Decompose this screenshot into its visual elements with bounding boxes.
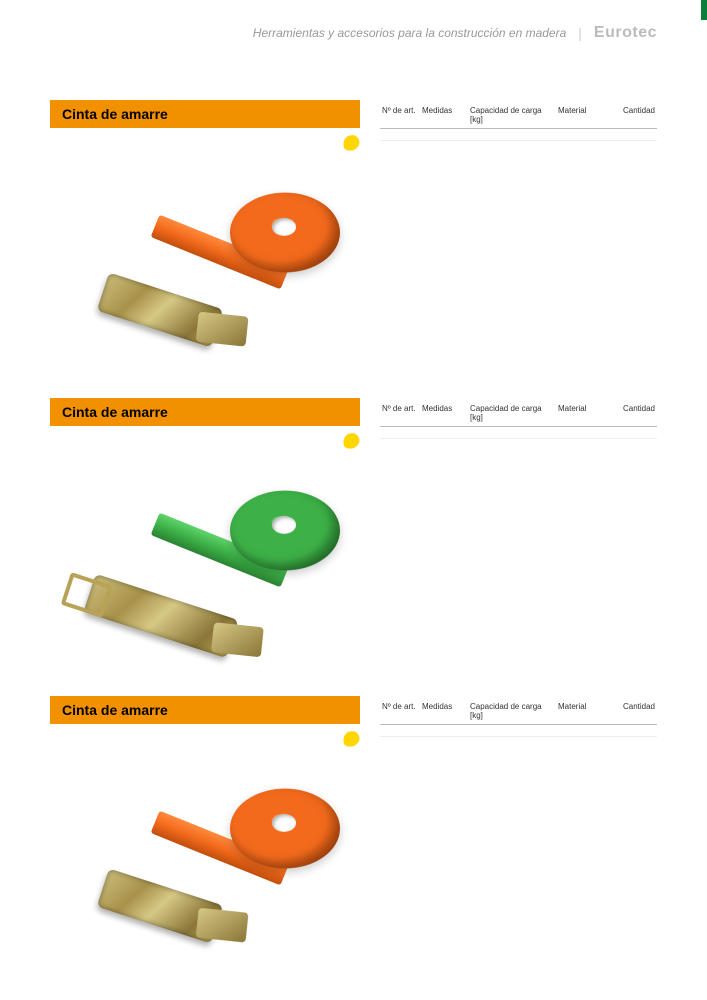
page-corner-mark: [701, 0, 707, 20]
col-capacidad: Capacidad de carga [kg]: [468, 398, 556, 426]
ratchet-mechanism: [97, 868, 223, 943]
page-header: Herramientas y accesorios para la constr…: [253, 24, 657, 42]
product-title-bar: Cinta de amarre: [50, 398, 360, 426]
product-image: [90, 180, 370, 360]
col-cantidad: Cantidad: [610, 398, 657, 426]
strap-coil: [230, 491, 340, 571]
spec-table-header: Nº de art. Medidas Capacidad de carga [k…: [380, 696, 657, 725]
product-image: [90, 478, 370, 658]
product-block: Cinta de amarre Nº de art. Medidas Capac…: [50, 398, 657, 426]
table-row: [380, 725, 657, 737]
col-material: Material: [556, 696, 610, 724]
highlight-icon: [340, 132, 362, 152]
col-medidas: Medidas: [420, 696, 468, 724]
ratchet-mechanism: [97, 272, 223, 347]
col-capacidad: Capacidad de carga [kg]: [468, 696, 556, 724]
product-block: Cinta de amarre Nº de art. Medidas Capac…: [50, 100, 657, 128]
spec-table: Nº de art. Medidas Capacidad de carga [k…: [380, 100, 657, 141]
table-row: [380, 427, 657, 439]
table-row: [380, 129, 657, 141]
ratchet-mechanism: [83, 574, 238, 658]
col-art: Nº de art.: [380, 100, 420, 128]
col-art: Nº de art.: [380, 398, 420, 426]
product-image: [90, 776, 370, 956]
product-description: [380, 190, 650, 230]
col-medidas: Medidas: [420, 100, 468, 128]
product-title: Cinta de amarre: [62, 702, 168, 718]
col-cantidad: Cantidad: [610, 696, 657, 724]
product-title-bar: Cinta de amarre: [50, 100, 360, 128]
header-logo: Eurotec: [594, 24, 657, 42]
col-capacidad: Capacidad de carga [kg]: [468, 100, 556, 128]
spec-table: Nº de art. Medidas Capacidad de carga [k…: [380, 696, 657, 737]
product-block: Cinta de amarre Nº de art. Medidas Capac…: [50, 696, 657, 724]
col-art: Nº de art.: [380, 696, 420, 724]
spec-table-header: Nº de art. Medidas Capacidad de carga [k…: [380, 398, 657, 427]
strap-coil: [230, 789, 340, 869]
col-cantidad: Cantidad: [610, 100, 657, 128]
col-material: Material: [556, 100, 610, 128]
product-title: Cinta de amarre: [62, 106, 168, 122]
spec-table-header: Nº de art. Medidas Capacidad de carga [k…: [380, 100, 657, 129]
product-description: [380, 488, 650, 528]
spec-table: Nº de art. Medidas Capacidad de carga [k…: [380, 398, 657, 439]
strap-coil: [230, 193, 340, 273]
product-title: Cinta de amarre: [62, 404, 168, 420]
col-material: Material: [556, 398, 610, 426]
product-description: [380, 786, 650, 826]
col-medidas: Medidas: [420, 398, 468, 426]
highlight-icon: [340, 430, 362, 450]
header-separator: |: [578, 25, 582, 41]
product-title-bar: Cinta de amarre: [50, 696, 360, 724]
header-tagline: Herramientas y accesorios para la constr…: [253, 26, 566, 40]
highlight-icon: [340, 728, 362, 748]
